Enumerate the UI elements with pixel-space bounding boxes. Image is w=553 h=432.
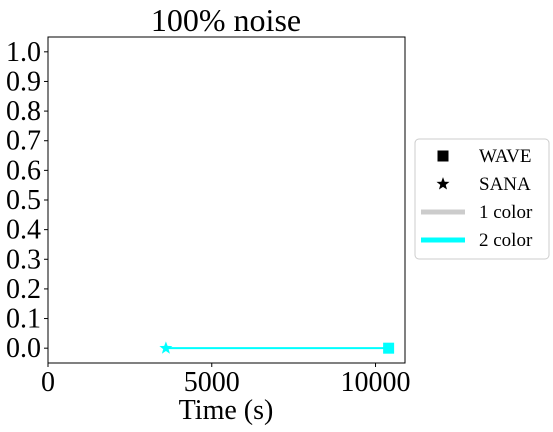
series-group	[159, 341, 395, 354]
data-point-star	[159, 341, 173, 354]
x-tick-label: 0	[41, 367, 55, 398]
x-tick-label: 5000	[184, 367, 240, 398]
y-tick-label: 0.0	[6, 333, 41, 364]
plot-area	[47, 36, 406, 364]
legend-label: 1 color	[479, 202, 533, 223]
x-tick-label: 10000	[341, 367, 411, 398]
legend: WAVE SANA 1 color 2 color	[414, 138, 550, 260]
y-tick-label: 0.9	[6, 66, 41, 97]
x-axis: 0 5000 10000	[41, 363, 411, 398]
legend-star-marker	[436, 177, 450, 190]
y-tick-label: 0.3	[6, 244, 41, 275]
y-tick-label: 0.6	[6, 155, 41, 186]
legend-label: SANA	[479, 174, 531, 195]
y-tick-label: 0.4	[6, 215, 41, 246]
legend-square-marker	[437, 150, 449, 162]
y-tick-label: 0.7	[6, 126, 41, 157]
legend-label: 2 color	[479, 230, 533, 251]
y-tick-label: 1.0	[6, 37, 41, 68]
chart-title: 100% noise	[151, 2, 301, 38]
y-tick-label: 0.5	[6, 185, 41, 216]
x-axis-label: Time (s)	[179, 395, 274, 426]
data-point-square	[383, 342, 395, 354]
y-tick-label: 0.1	[6, 304, 41, 335]
legend-label: WAVE	[479, 146, 531, 167]
y-tick-label: 0.2	[6, 274, 41, 305]
legend-box	[414, 138, 550, 260]
y-axis: 0.00.10.20.30.40.50.60.70.80.91.0	[6, 37, 48, 364]
y-tick-label: 0.8	[6, 96, 41, 127]
